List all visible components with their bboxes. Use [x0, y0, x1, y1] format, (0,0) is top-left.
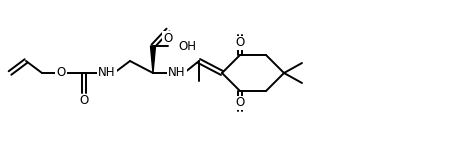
Text: O: O	[79, 94, 89, 108]
Text: OH: OH	[178, 39, 196, 52]
Text: NH: NH	[98, 67, 116, 79]
Text: O: O	[235, 36, 244, 50]
Text: O: O	[235, 96, 244, 110]
Text: O: O	[164, 32, 173, 45]
Text: O: O	[56, 67, 66, 79]
Polygon shape	[151, 46, 156, 73]
Text: NH: NH	[168, 67, 186, 79]
